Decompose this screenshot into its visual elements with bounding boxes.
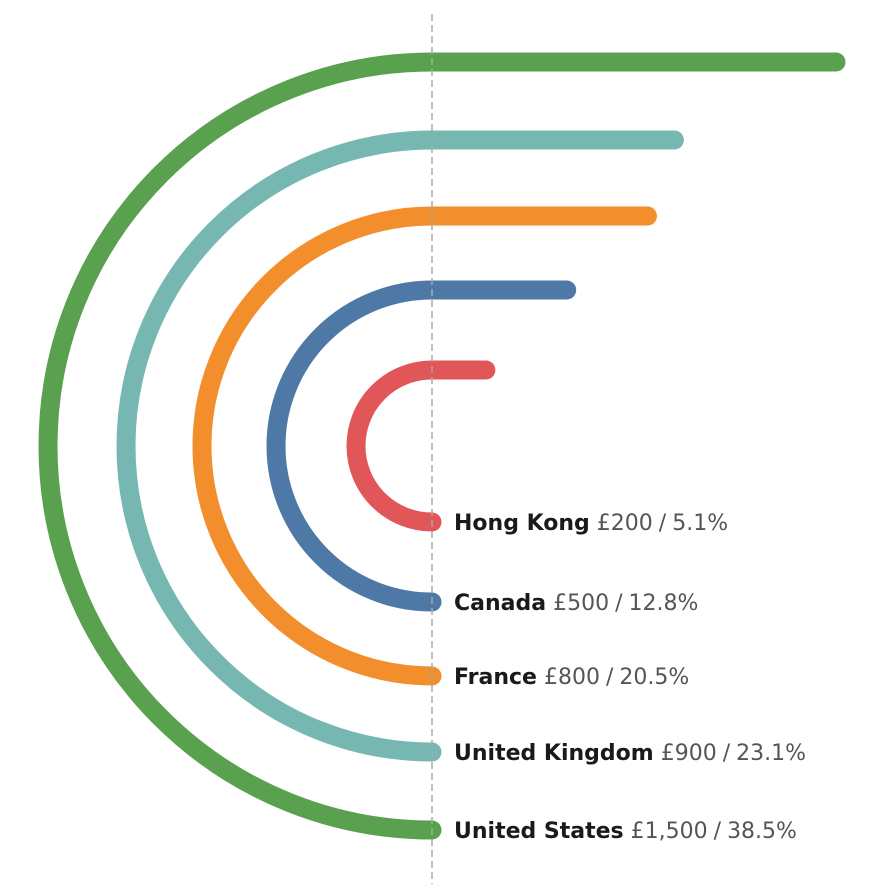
- separator: /: [714, 819, 722, 844]
- percent-label: 12.8%: [629, 591, 699, 616]
- category-name: Hong Kong: [454, 511, 590, 536]
- percent-label: 23.1%: [736, 741, 806, 766]
- value-label: £500: [553, 591, 609, 616]
- arc-group: [38, 52, 846, 840]
- value-label: £1,500: [631, 819, 708, 844]
- arc-united-kingdom: [116, 130, 684, 762]
- percent-label: 5.1%: [672, 511, 728, 536]
- data-label-united-states: United States £1,500/38.5%: [454, 819, 797, 844]
- data-label-canada: Canada £500/12.8%: [454, 591, 698, 616]
- arc-hong-kong: [346, 360, 496, 532]
- data-label-france: France £800/20.5%: [454, 665, 689, 690]
- value-label: £200: [597, 511, 653, 536]
- arc-france: [192, 206, 657, 686]
- arc-canada: [266, 280, 577, 612]
- percent-label: 20.5%: [619, 665, 689, 690]
- category-name: United Kingdom: [454, 741, 654, 766]
- separator: /: [659, 511, 667, 536]
- value-label: £800: [544, 665, 600, 690]
- value-label: £900: [661, 741, 717, 766]
- percent-label: 38.5%: [727, 819, 797, 844]
- category-name: France: [454, 665, 537, 690]
- data-label-hong-kong: Hong Kong £200/5.1%: [454, 511, 728, 536]
- arc-united-states: [38, 52, 846, 840]
- separator: /: [723, 741, 731, 766]
- category-name: Canada: [454, 591, 546, 616]
- label-group: Hong Kong £200/5.1%Canada £500/12.8%France…: [454, 511, 806, 844]
- separator: /: [606, 665, 614, 690]
- category-name: United States: [454, 819, 624, 844]
- data-label-united-kingdom: United Kingdom £900/23.1%: [454, 741, 806, 766]
- separator: /: [615, 591, 623, 616]
